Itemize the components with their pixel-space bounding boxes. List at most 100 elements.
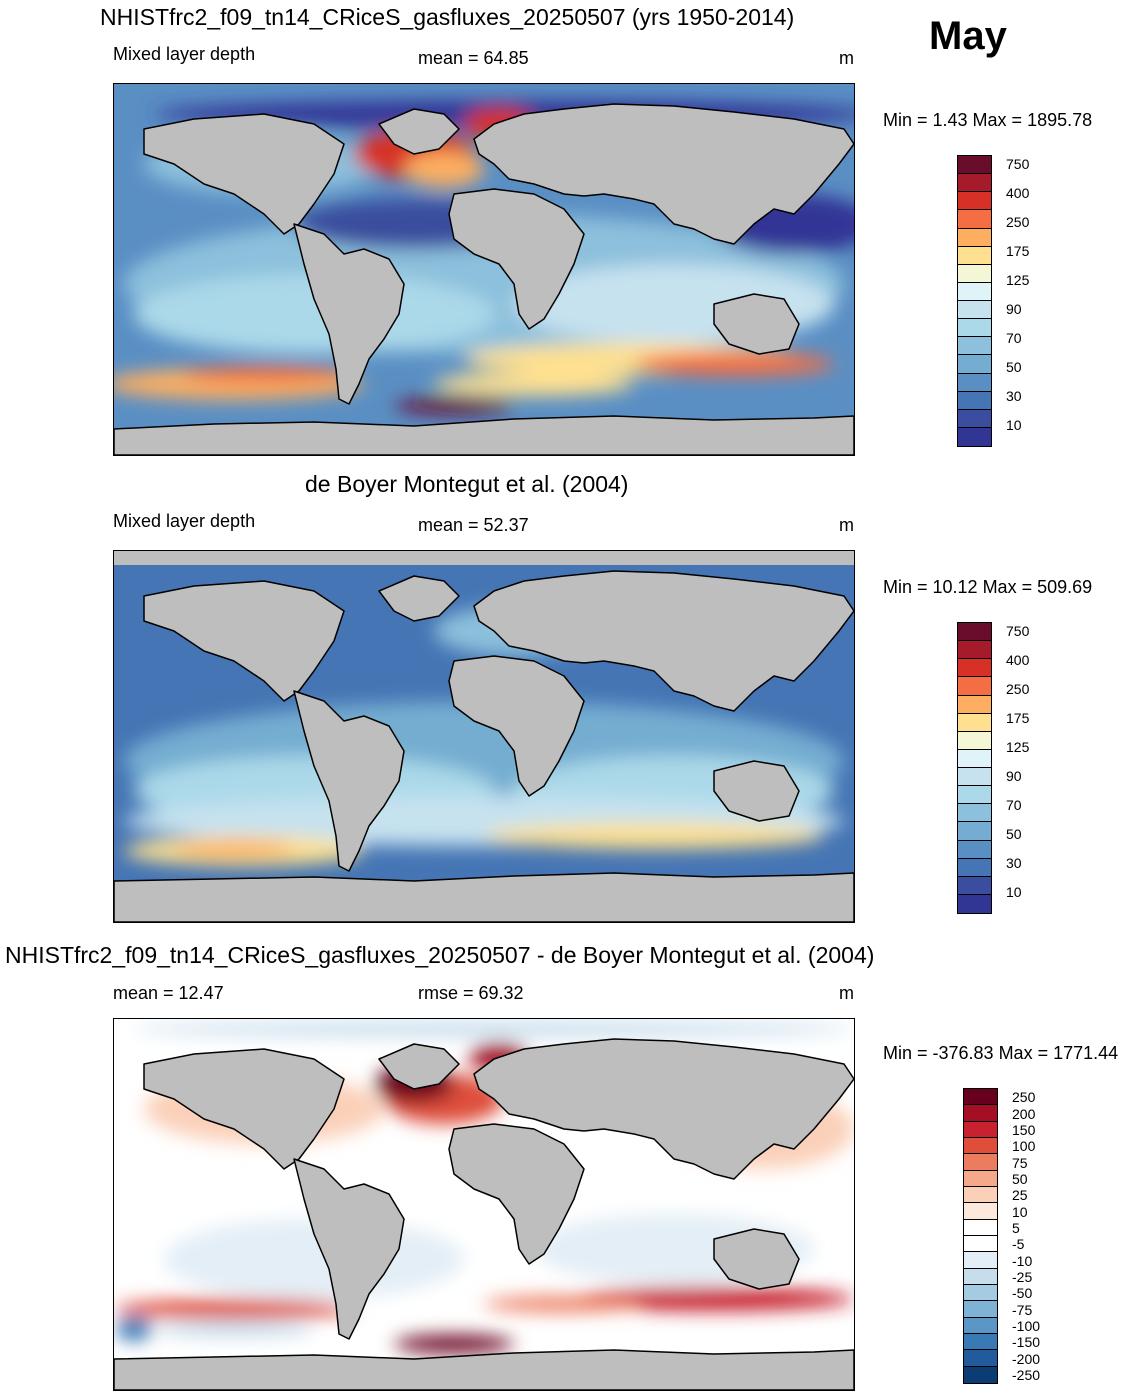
panel1-units: m (839, 48, 854, 68)
panel2-colorbar (957, 622, 992, 914)
panel1-title: NHISTfrc2_f09_tn14_CRiceS_gasfluxes_2025… (100, 4, 795, 30)
panel3-title: NHISTfrc2_f09_tn14_CRiceS_gasfluxes_2025… (5, 942, 875, 968)
colorbar-swatch (958, 355, 991, 374)
colorbar-swatch (964, 1154, 997, 1171)
colorbar-swatch (964, 1268, 997, 1285)
colorbar-tick-label: 90 (1006, 301, 1022, 318)
colorbar-swatch (958, 876, 991, 895)
colorbar-swatch (964, 1317, 997, 1334)
colorbar-tick-label: -50 (1012, 1285, 1033, 1302)
month-label: May (929, 14, 1007, 58)
colorbar-swatch (958, 373, 991, 392)
panel3-map (113, 1018, 855, 1391)
colorbar-swatch (958, 264, 991, 283)
panel2-minmax: Min = 10.12 Max = 509.69 (883, 577, 1093, 597)
colorbar-swatch (958, 894, 991, 913)
panel3-colorbar (963, 1088, 998, 1384)
panel1-mean-label: mean = 64.85 (418, 48, 529, 68)
panel3-rmse-label: rmse = 69.32 (418, 983, 524, 1003)
colorbar-swatch (958, 156, 991, 175)
panel1-colorbar (957, 155, 992, 447)
colorbar-swatch (964, 1235, 997, 1253)
colorbar-swatch (964, 1301, 997, 1318)
colorbar-tick-label: 200 (1012, 1105, 1036, 1122)
colorbar-swatch (958, 623, 991, 642)
panel3-units: m (839, 983, 854, 1003)
colorbar-swatch (958, 301, 991, 320)
panel1-map (113, 83, 855, 456)
colorbar-swatch (958, 731, 991, 750)
colorbar-swatch (964, 1121, 997, 1138)
panel2-variable-label: Mixed layer depth (113, 511, 256, 531)
colorbar-swatch (964, 1284, 997, 1302)
colorbar-swatch (958, 786, 991, 805)
colorbar-tick-label: 10 (1006, 884, 1022, 901)
colorbar-swatch (958, 192, 991, 211)
colorbar-tick-label: 50 (1012, 1171, 1028, 1187)
colorbar-tick-label: 750 (1006, 156, 1030, 173)
colorbar-swatch (964, 1089, 997, 1106)
colorbar-swatch (958, 695, 991, 714)
colorbar-swatch (958, 641, 991, 660)
colorbar-swatch (964, 1350, 997, 1367)
colorbar-swatch (958, 228, 991, 247)
colorbar-swatch (958, 677, 991, 696)
colorbar-swatch (958, 768, 991, 787)
colorbar-tick-label: 175 (1006, 710, 1030, 727)
colorbar-tick-label: -200 (1012, 1350, 1041, 1367)
colorbar-swatch (958, 713, 991, 732)
colorbar-swatch (958, 319, 991, 338)
panel2-units: m (839, 515, 854, 535)
colorbar-tick-label: 400 (1006, 185, 1030, 202)
panel2-mean-label: mean = 52.37 (418, 515, 529, 535)
colorbar-swatch (958, 659, 991, 678)
colorbar-tick-label: -100 (1012, 1318, 1041, 1334)
colorbar-swatch (964, 1137, 997, 1155)
colorbar-swatch (958, 174, 991, 193)
colorbar-tick-label: 10 (1006, 417, 1022, 434)
colorbar-tick-label: 30 (1006, 388, 1022, 405)
colorbar-tick-label: 250 (1006, 681, 1030, 698)
colorbar-tick-label: 10 (1012, 1203, 1028, 1220)
colorbar-tick-label: -5 (1012, 1236, 1025, 1253)
colorbar-tick-label: 30 (1006, 855, 1022, 872)
panel2-map-graphic (114, 551, 854, 922)
colorbar-swatch (958, 858, 991, 877)
colorbar-swatch (958, 246, 991, 265)
colorbar-tick-label: 100 (1012, 1138, 1036, 1155)
colorbar-swatch (958, 427, 991, 446)
colorbar-swatch (958, 804, 991, 823)
colorbar-tick-label: -250 (1012, 1367, 1041, 1383)
colorbar-swatch (958, 749, 991, 768)
colorbar-tick-label: 90 (1006, 768, 1022, 785)
colorbar-tick-label: 50 (1006, 359, 1022, 376)
colorbar-swatch (958, 210, 991, 229)
colorbar-tick-label: 25 (1012, 1187, 1028, 1204)
panel1-variable-label: Mixed layer depth (113, 44, 256, 64)
colorbar-tick-label: 125 (1006, 739, 1030, 756)
colorbar-swatch (964, 1105, 997, 1122)
colorbar-tick-label: 400 (1006, 652, 1030, 669)
colorbar-tick-label: -75 (1012, 1301, 1033, 1318)
colorbar-tick-label: 250 (1012, 1089, 1036, 1106)
colorbar-tick-label: 50 (1006, 826, 1022, 843)
colorbar-swatch (964, 1203, 997, 1220)
colorbar-tick-label: -150 (1012, 1334, 1041, 1351)
colorbar-tick-label: 125 (1006, 272, 1030, 289)
colorbar-swatch (958, 337, 991, 356)
colorbar-swatch (958, 391, 991, 410)
colorbar-tick-label: 150 (1012, 1122, 1036, 1138)
panel3-mean-label: mean = 12.47 (113, 983, 224, 1003)
colorbar-tick-label: -10 (1012, 1252, 1033, 1269)
colorbar-swatch (958, 840, 991, 859)
colorbar-tick-label: 70 (1006, 330, 1022, 347)
colorbar-swatch (958, 282, 991, 301)
panel3-map-graphic (114, 1019, 854, 1390)
colorbar-tick-label: 250 (1006, 214, 1030, 231)
panel1-map-graphic (114, 84, 854, 455)
colorbar-swatch (964, 1219, 997, 1236)
colorbar-tick-label: 70 (1006, 797, 1022, 814)
colorbar-swatch (958, 409, 991, 428)
panel2-title: de Boyer Montegut et al. (2004) (305, 471, 629, 497)
panel1-minmax: Min = 1.43 Max = 1895.78 (883, 110, 1093, 130)
